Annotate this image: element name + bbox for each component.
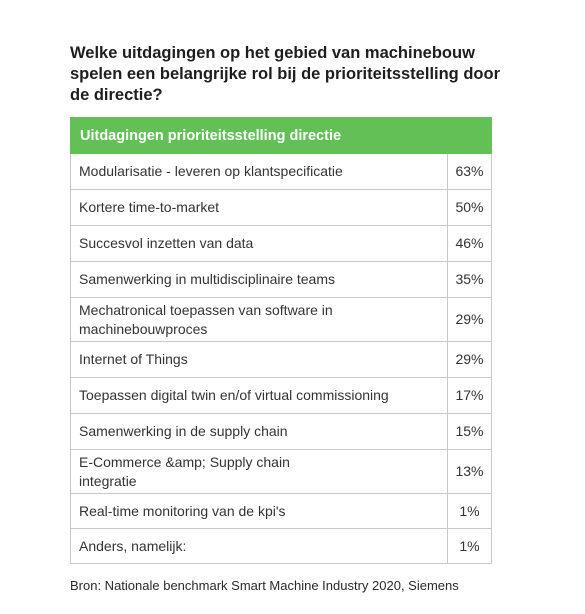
row-label: Succesvol inzetten van data bbox=[70, 225, 448, 262]
table-row: Internet of Things 29% bbox=[70, 341, 493, 378]
table-row: Modularisatie - leveren op klantspecific… bbox=[70, 153, 493, 190]
challenges-table: Uitdagingen prioriteitsstelling directie… bbox=[69, 117, 493, 564]
row-value: 17% bbox=[446, 377, 493, 414]
row-label: Real-time monitoring van de kpi's bbox=[70, 493, 448, 529]
row-value: 46% bbox=[446, 225, 493, 262]
row-value: 63% bbox=[446, 153, 493, 190]
row-value: 1% bbox=[446, 493, 493, 529]
row-label: Samenwerking in multidisciplinaire teams bbox=[70, 261, 448, 298]
row-value: 29% bbox=[446, 341, 493, 378]
row-value: 29% bbox=[446, 297, 493, 342]
table-row: Toepassen digital twin en/of virtual com… bbox=[70, 377, 493, 414]
row-value: 13% bbox=[446, 449, 493, 494]
row-label: Anders, namelijk: bbox=[70, 528, 448, 564]
table-row: Anders, namelijk: 1% bbox=[70, 528, 493, 564]
table-row: Succesvol inzetten van data 46% bbox=[70, 225, 493, 262]
source-note: Bron: Nationale benchmark Smart Machine … bbox=[70, 578, 459, 593]
table-row: Samenwerking in de supply chain 15% bbox=[70, 413, 493, 450]
row-label: Mechatronical toepassen van software in … bbox=[70, 297, 448, 342]
table-header: Uitdagingen prioriteitsstelling directie bbox=[69, 117, 493, 154]
row-label: Internet of Things bbox=[70, 341, 448, 378]
table-row: Mechatronical toepassen van software in … bbox=[70, 297, 493, 342]
row-label: Kortere time-to-market bbox=[70, 189, 448, 226]
table-row: Kortere time-to-market 50% bbox=[70, 189, 493, 226]
table-row: Real-time monitoring van de kpi's 1% bbox=[70, 493, 493, 529]
row-value: 15% bbox=[446, 413, 493, 450]
question-heading: Welke uitdagingen op het gebied van mach… bbox=[70, 44, 501, 104]
table-header-row: Uitdagingen prioriteitsstelling directie bbox=[69, 117, 493, 154]
row-label: E-Commerce &amp; Supply chain integratie bbox=[70, 449, 448, 494]
row-label: Samenwerking in de supply chain bbox=[70, 413, 448, 450]
table-row: E-Commerce &amp; Supply chain integratie… bbox=[70, 449, 493, 494]
row-label: Modularisatie - leveren op klantspecific… bbox=[70, 153, 448, 190]
row-value: 35% bbox=[446, 261, 493, 298]
row-value: 50% bbox=[446, 189, 493, 226]
table-row: Samenwerking in multidisciplinaire teams… bbox=[70, 261, 493, 298]
row-value: 1% bbox=[446, 528, 493, 564]
row-label: Toepassen digital twin en/of virtual com… bbox=[70, 377, 448, 414]
